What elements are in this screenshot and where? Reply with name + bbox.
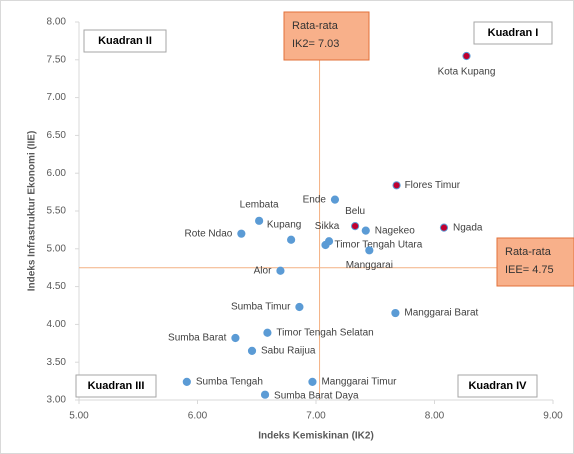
x-tick-label: 6.00 [188, 411, 208, 422]
point-label: Sabu Raijua [261, 346, 316, 357]
y-axis-title: Indeks Infrastruktur Ekonomi (IIE) [27, 131, 38, 292]
point-label: Manggarai Timur [321, 376, 397, 387]
y-tick-label: 7.00 [47, 92, 67, 103]
point-label: Nagekeo [375, 225, 415, 236]
point-label: Sumba Timur [231, 302, 291, 313]
x-tick-label: 8.00 [425, 411, 445, 422]
data-point [351, 222, 360, 231]
y-tick-label: 4.00 [47, 319, 67, 330]
data-point [439, 223, 449, 232]
data-point [295, 302, 304, 312]
quadrant-label: Kuadran II [98, 35, 152, 47]
data-point [391, 308, 400, 318]
data-point [255, 216, 264, 225]
point-label: Timor Tengah Utara [334, 240, 422, 251]
y-tick-label: 6.50 [47, 130, 67, 141]
y-tick-label: 3.00 [47, 395, 67, 406]
reference-label-box [283, 11, 370, 61]
point-label: Ende [303, 194, 327, 205]
x-tick-label: 7.00 [306, 411, 326, 422]
point-label: Sikka [315, 221, 340, 232]
quadrant-label: Kuadran IV [468, 380, 527, 392]
quadrant-box [473, 21, 553, 45]
data-point [462, 51, 471, 61]
x-tick-label: 9.00 [543, 411, 563, 422]
y-tick-label: 3.50 [47, 357, 67, 368]
point-label: Manggarai Barat [404, 308, 478, 319]
data-point [308, 377, 317, 386]
point-label: Sumba Tengah [196, 376, 263, 387]
quadrant-box [457, 374, 538, 398]
point-label: Kupang [267, 219, 301, 230]
data-point [276, 266, 285, 275]
point-label: Timor Tengah Selatan [276, 327, 373, 338]
data-point [392, 181, 401, 190]
point-label: Kota Kupang [438, 67, 496, 78]
point-label: Flores Timur [405, 180, 461, 191]
data-point [365, 246, 374, 255]
y-tick-label: 4.50 [47, 281, 67, 292]
data-point [260, 390, 270, 399]
point-label: Sumba Barat [168, 333, 227, 344]
point-label: Alor [254, 265, 272, 276]
reference-label: IEE= 4.75 [505, 264, 554, 276]
y-tick-label: 7.50 [47, 54, 67, 65]
data-point [182, 377, 191, 386]
quadrant-box [83, 29, 167, 53]
data-point [287, 235, 296, 244]
point-label: Lembata [240, 199, 279, 210]
y-tick-label: 5.00 [47, 243, 67, 254]
data-point [321, 240, 330, 250]
reference-label: IK2= 7.03 [292, 38, 339, 50]
data-point [361, 226, 370, 235]
data-point [330, 195, 340, 204]
data-point [263, 328, 272, 337]
quadrant-label: Kuadran I [488, 27, 539, 39]
point-label: Sumba Barat Daya [274, 390, 359, 401]
quadrant-label: Kuadran III [88, 380, 145, 392]
point-label: Belu [345, 206, 365, 217]
point-label: Ngada [453, 222, 483, 233]
reference-label: Rata-rata [505, 246, 552, 258]
x-axis-title: Indeks Kemiskinan (IK2) [258, 431, 374, 442]
point-label: Rote Ndao [185, 228, 233, 239]
data-point [237, 229, 246, 238]
reference-label-box [496, 237, 574, 287]
y-tick-label: 8.00 [47, 17, 67, 28]
y-tick-label: 6.00 [47, 168, 67, 179]
reference-label: Rata-rata [292, 20, 339, 32]
data-point [247, 346, 257, 355]
data-point [231, 333, 240, 343]
x-tick-label: 5.00 [69, 411, 89, 422]
quadrant-box [75, 374, 157, 398]
point-label: Manggarai [346, 260, 393, 271]
y-tick-label: 5.50 [47, 206, 67, 217]
